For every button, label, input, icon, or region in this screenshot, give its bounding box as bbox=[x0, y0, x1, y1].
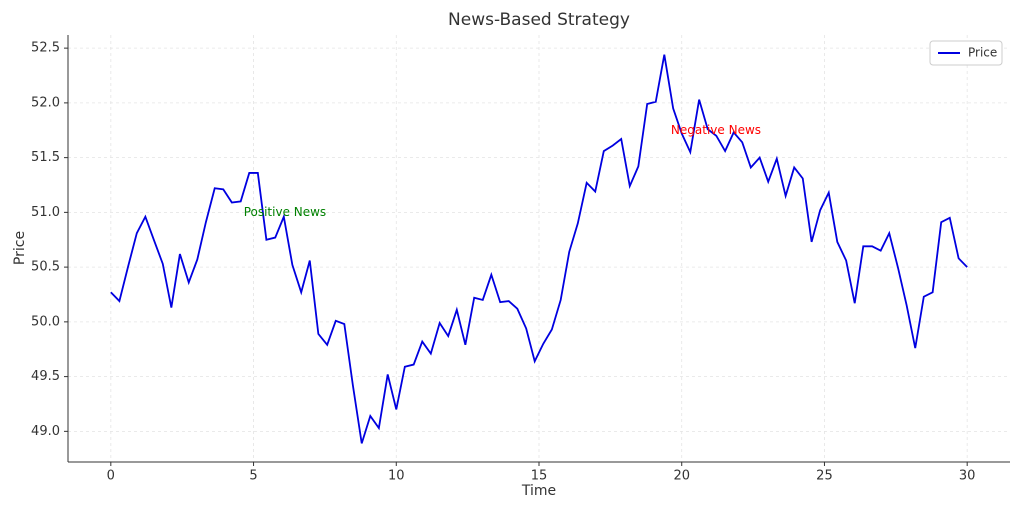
y-tick-label: 50.0 bbox=[31, 314, 60, 329]
y-tick-label: 52.5 bbox=[31, 41, 60, 56]
y-axis-label: Price bbox=[12, 231, 28, 265]
y-tick-label: 50.5 bbox=[31, 260, 60, 275]
x-tick-label: 0 bbox=[107, 469, 115, 484]
chart-title: News-Based Strategy bbox=[448, 10, 630, 30]
x-tick-label: 30 bbox=[959, 469, 976, 484]
annotation: Positive News bbox=[244, 205, 327, 219]
x-tick-label: 20 bbox=[673, 469, 690, 484]
legend-label: Price bbox=[968, 46, 997, 60]
x-tick-label: 25 bbox=[816, 469, 833, 484]
y-tick-label: 52.0 bbox=[31, 95, 60, 110]
price-line bbox=[110, 54, 968, 444]
x-tick-label: 5 bbox=[249, 469, 257, 484]
y-tick-label: 51.0 bbox=[31, 205, 60, 220]
y-tick-label: 49.5 bbox=[31, 369, 60, 384]
x-tick-label: 10 bbox=[388, 469, 405, 484]
y-tick-label: 51.5 bbox=[31, 150, 60, 165]
legend-box bbox=[929, 40, 1003, 66]
annotation: Negative News bbox=[671, 123, 761, 137]
x-tick-label: 15 bbox=[531, 469, 548, 484]
y-tick-label: 49.0 bbox=[31, 424, 60, 439]
x-axis-label: Time bbox=[521, 483, 556, 499]
